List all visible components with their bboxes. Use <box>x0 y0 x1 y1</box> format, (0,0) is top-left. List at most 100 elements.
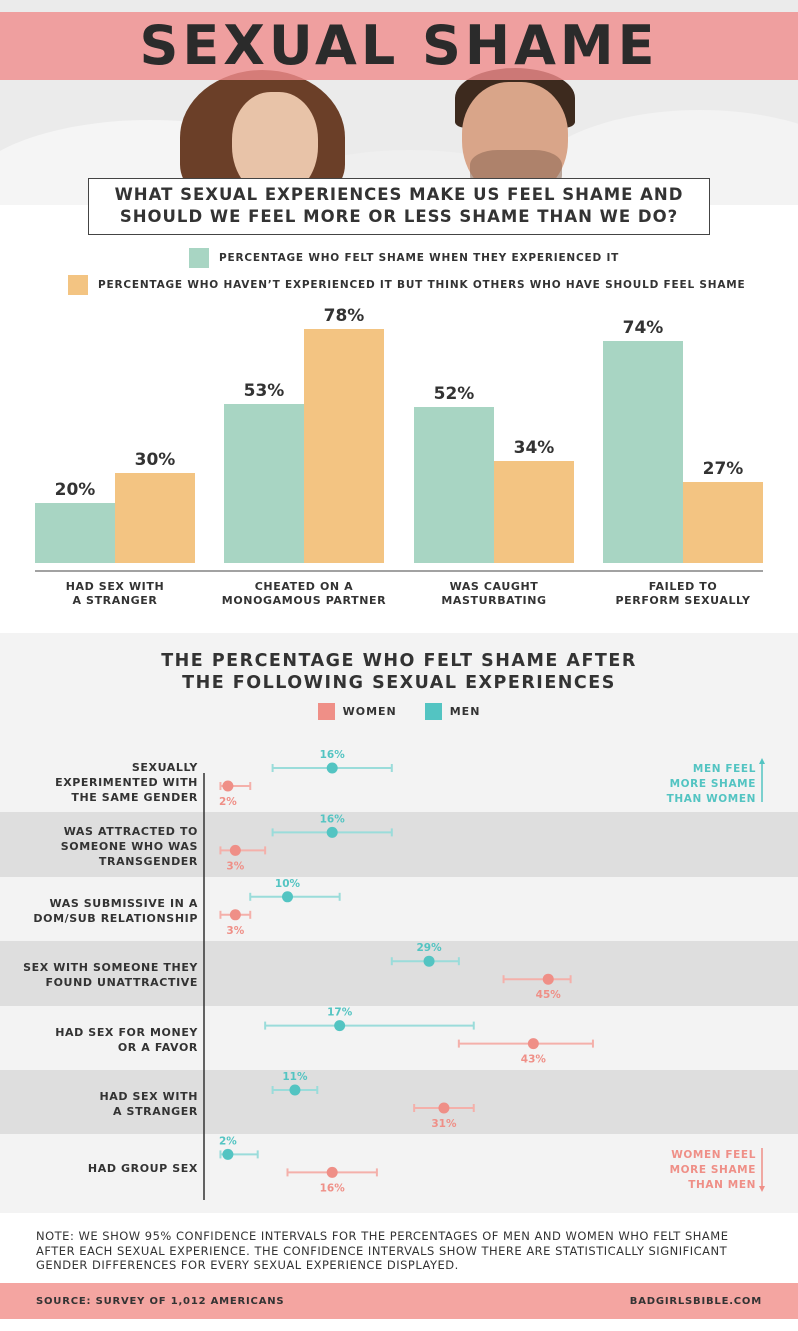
chart2-title-line: THE PERCENTAGE WHO FELT SHAME AFTER <box>161 651 637 671</box>
row-label: HAD SEX WITH A STRANGER <box>99 1089 198 1119</box>
question-line: SHOULD WE FEEL MORE OR LESS SHAME THAN W… <box>119 207 679 226</box>
row-label: HAD GROUP SEX <box>88 1161 198 1176</box>
category-label: HAD SEX WITH <box>66 580 165 593</box>
women-value-label: 3% <box>226 860 244 872</box>
men-point <box>334 1020 346 1032</box>
note-line: MEN FEEL <box>692 763 756 775</box>
row-label-line: HAD GROUP SEX <box>87 1162 198 1176</box>
men-point <box>289 1084 301 1096</box>
dot-chart: 16% 2% 16% 3% 10% 3% 29% 45% 17% 43% 11% 31% 2% 16% <box>203 749 594 1200</box>
women-value-label: 16% <box>320 1182 346 1194</box>
category-label: CHEATED ON A <box>255 580 354 593</box>
row-label: WAS ATTRACTED TO SOMEONE WHO WAS TRANSGEND… <box>61 824 198 869</box>
legend-swatch-orange <box>68 275 88 295</box>
legend-label-women: WOMEN <box>342 705 397 718</box>
bar-value-label: 30% <box>135 450 176 470</box>
men-value-label: 16% <box>320 813 346 825</box>
page-title: SEXUAL SHAME <box>139 14 659 77</box>
note-line: WOMEN FEEL <box>671 1149 756 1161</box>
footnote: NOTE: WE SHOW 95% CONFIDENCE INTERVALS F… <box>36 1229 729 1272</box>
row-label-line: HAD SEX WITH <box>99 1090 198 1104</box>
legend-swatch-green <box>189 248 209 268</box>
women-value-label: 2% <box>219 796 237 808</box>
men-value-label: 29% <box>416 942 442 954</box>
legend-item-felt-shame: PERCENTAGE WHO FELT SHAME WHEN THEY EXPE… <box>189 248 619 268</box>
bar <box>115 473 195 563</box>
category-label: MASTURBATING <box>441 594 546 607</box>
bar <box>35 503 115 563</box>
row-label-line: OR A FAVOR <box>117 1040 198 1054</box>
category-label: FAILED TO <box>649 580 718 593</box>
note-line: MORE SHAME <box>669 778 756 790</box>
category-label: WAS CAUGHT <box>450 580 539 593</box>
row-band <box>0 1070 798 1135</box>
category-label: A STRANGER <box>73 594 158 607</box>
category-label: PERFORM SEXUALLY <box>615 594 750 607</box>
row-label-line: SEXUALLY <box>131 760 198 774</box>
site-link[interactable]: BADGIRLSBIBLE.COM <box>629 1295 762 1307</box>
bar-value-label: 27% <box>703 459 744 479</box>
row-band <box>0 812 798 877</box>
women-point <box>229 909 241 921</box>
note-line: MORE SHAME <box>669 1164 756 1176</box>
category-label: MONOGAMOUS PARTNER <box>222 594 386 607</box>
arrow-down-icon <box>759 1148 765 1192</box>
bar-value-label: 20% <box>55 480 96 500</box>
legend-label: PERCENTAGE WHO HAVEN’T EXPERIENCED IT BU… <box>98 279 746 291</box>
bar <box>224 404 304 563</box>
bar-value-label: 74% <box>623 318 664 338</box>
women-value-label: 31% <box>431 1118 457 1130</box>
women-value-label: 43% <box>521 1054 547 1066</box>
women-point <box>229 844 241 856</box>
legend-item-should-feel-shame: PERCENTAGE WHO HAVEN’T EXPERIENCED IT BU… <box>68 275 746 295</box>
bar-value-label: 52% <box>434 384 475 404</box>
row-label-line: SOMEONE WHO WAS <box>60 840 198 854</box>
bar-value-label: 78% <box>324 306 365 326</box>
note-line: THAN MEN <box>688 1179 756 1191</box>
row-label: SEX WITH SOMEONE THEY FOUND UNATTRACTIVE <box>23 960 198 990</box>
men-point <box>423 955 435 967</box>
men-value-label: 2% <box>219 1135 237 1147</box>
row-label-line: WAS ATTRACTED TO <box>63 825 198 839</box>
legend-swatch-men <box>424 703 442 720</box>
men-point <box>282 891 293 903</box>
row-label: WAS SUBMISSIVE IN A DOM/SUB RELATIONSHIP <box>33 896 198 926</box>
bar <box>494 461 574 563</box>
bar <box>304 329 384 563</box>
chart2-legend: WOMEN MEN <box>0 703 798 720</box>
bar-value-label: 34% <box>514 438 555 458</box>
footer: SOURCE: SURVEY OF 1,012 AMERICANS BADGIR… <box>0 1283 798 1319</box>
men-value-label: 16% <box>320 749 346 761</box>
women-value-label: 3% <box>226 925 244 937</box>
women-point <box>527 1038 539 1050</box>
men-value-label: 10% <box>275 878 301 890</box>
men-point <box>326 826 338 838</box>
row-label-line: THE SAME GENDER <box>71 790 198 804</box>
row-label-line: SEX WITH SOMEONE THEY <box>23 961 198 975</box>
arrow-up-icon <box>759 758 765 802</box>
row-label-line: EXPERIMENTED WITH <box>55 775 198 789</box>
row-label-line: FOUND UNATTRACTIVE <box>45 976 198 990</box>
legend-item-men: MEN <box>424 703 481 720</box>
row-label-line: A STRANGER <box>113 1105 198 1119</box>
bar <box>683 482 763 563</box>
women-point <box>222 780 234 792</box>
women-point <box>542 973 554 985</box>
title-band <box>0 12 798 80</box>
men-more-shame-note: MEN FEEL MORE SHAME THAN WOMEN <box>667 762 756 807</box>
legend-item-women: WOMEN <box>317 703 397 720</box>
bar-value-label: 53% <box>244 381 285 401</box>
row-label-line: WAS SUBMISSIVE IN A <box>49 897 198 910</box>
bar <box>414 407 494 563</box>
row-band <box>0 941 798 1006</box>
men-point <box>326 762 338 774</box>
legend-label-men: MEN <box>449 705 481 718</box>
men-value-label: 17% <box>327 1007 353 1019</box>
women-more-shame-note: WOMEN FEEL MORE SHAME THAN MEN <box>670 1148 756 1193</box>
bar <box>603 341 683 563</box>
row-label-line: TRANSGENDER <box>98 855 198 869</box>
question-box: WHAT SEXUAL EXPERIENCES MAKE US FEEL SHA… <box>88 178 710 235</box>
men-point <box>222 1148 234 1160</box>
women-point <box>326 1166 338 1178</box>
chart2-title-line: THE FOLLOWING SEXUAL EXPERIENCES <box>182 673 616 693</box>
